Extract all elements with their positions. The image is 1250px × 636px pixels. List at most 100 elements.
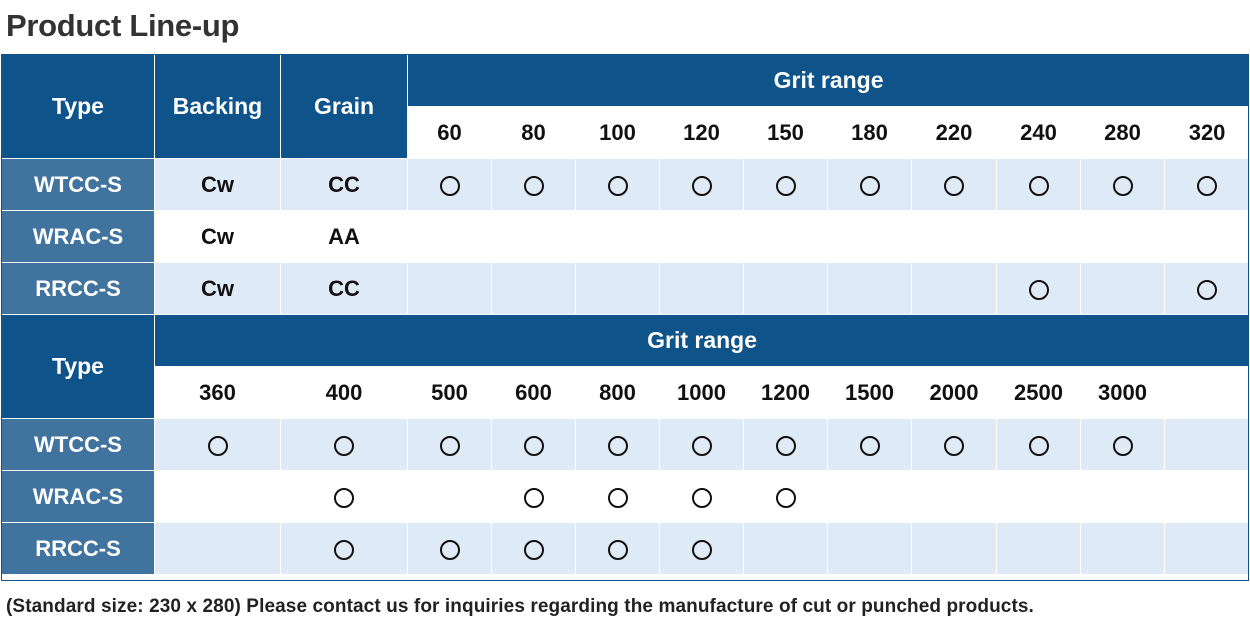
availability-cell [911, 158, 997, 211]
type-cell: RRCC-S [1, 522, 155, 575]
grit-label: 320 [1163, 106, 1250, 159]
availability-cell [280, 418, 408, 471]
header-grit-range: Grit range [153, 314, 1250, 367]
grit-label: 360 [154, 366, 281, 419]
availability-cell [827, 418, 912, 471]
grit-label: 600 [491, 366, 576, 419]
availability-cell [911, 262, 997, 315]
availability-cell [996, 158, 1081, 211]
availability-cell [743, 210, 828, 263]
availability-cell [1163, 262, 1250, 315]
availability-cell [911, 470, 997, 523]
available-circle-icon [859, 435, 880, 456]
availability-cell [996, 470, 1081, 523]
availability-cell [1080, 210, 1165, 263]
availability-cell [154, 522, 281, 575]
availability-cell [911, 418, 997, 471]
type-cell: WTCC-S [1, 418, 155, 471]
header-type: Type [1, 54, 155, 159]
availability-cell [575, 158, 660, 211]
backing-cell: Cw [154, 158, 281, 211]
available-circle-icon [334, 487, 354, 508]
available-circle-icon [607, 435, 628, 456]
type-cell: WTCC-S [1, 158, 155, 211]
empty-cell [1163, 470, 1250, 523]
availability-cell [575, 262, 660, 315]
available-circle-icon [1028, 279, 1049, 300]
available-circle-icon [1112, 435, 1133, 456]
table-row: WRAC-S [1, 470, 1250, 523]
availability-cell [996, 262, 1081, 315]
availability-cell [659, 158, 744, 211]
grit-row: 360 400 500 600 800 1000 1200 1500 2000 2500 3000 [2, 366, 1250, 419]
grain-cell: CC [280, 262, 408, 315]
availability-cell [827, 158, 912, 211]
availability-cell [827, 210, 912, 263]
availability-cell [743, 262, 828, 315]
availability-cell [743, 470, 828, 523]
grit-label: 120 [659, 106, 744, 159]
grit-label: 800 [575, 366, 660, 419]
availability-cell [407, 522, 492, 575]
availability-cell [280, 522, 408, 575]
availability-cell [743, 522, 828, 575]
availability-cell [659, 210, 744, 263]
availability-cell [659, 262, 744, 315]
header-grain: Grain [280, 54, 408, 159]
available-circle-icon [691, 487, 712, 508]
grit-label: 1500 [827, 366, 912, 419]
availability-cell [911, 522, 997, 575]
footnote: (Standard size: 230 x 280) Please contac… [6, 596, 1034, 617]
table-row: WRAC-S Cw AA [1, 210, 1250, 263]
table-row: WTCC-S Cw CC [1, 158, 1250, 211]
availability-cell [1080, 522, 1165, 575]
available-circle-icon [691, 175, 712, 196]
grit-label: 400 [280, 366, 408, 419]
availability-cell [659, 470, 744, 523]
available-circle-icon [691, 435, 712, 456]
table-row: RRCC-S [1, 522, 1250, 575]
availability-cell [827, 470, 912, 523]
availability-cell [743, 158, 828, 211]
grit-label: 100 [575, 106, 660, 159]
available-circle-icon [1197, 279, 1218, 300]
available-circle-icon [607, 539, 628, 560]
available-circle-icon [607, 175, 628, 196]
grain-cell: CC [280, 158, 408, 211]
available-circle-icon [1112, 175, 1133, 196]
availability-cell [911, 210, 997, 263]
available-circle-icon [607, 487, 628, 508]
empty-cell [1163, 418, 1250, 471]
empty-cell [1163, 366, 1250, 419]
availability-cell [996, 210, 1081, 263]
availability-cell [659, 522, 744, 575]
availability-cell [407, 210, 492, 263]
available-circle-icon [775, 435, 796, 456]
grit-label: 80 [491, 106, 576, 159]
grit-label: 150 [743, 106, 828, 159]
availability-cell [1080, 470, 1165, 523]
available-circle-icon [439, 539, 460, 560]
header-grit-range: Grit range [406, 54, 1250, 107]
available-circle-icon [334, 435, 354, 456]
availability-cell [491, 262, 576, 315]
grit-label: 280 [1080, 106, 1165, 159]
grit-label: 1200 [743, 366, 828, 419]
availability-cell [1080, 262, 1165, 315]
availability-cell [407, 262, 492, 315]
empty-cell [1163, 522, 1250, 575]
grit-label: 2500 [996, 366, 1081, 419]
availability-cell [154, 418, 281, 471]
availability-cell [1080, 158, 1165, 211]
available-circle-icon [775, 487, 796, 508]
availability-cell [407, 158, 492, 211]
header-backing: Backing [154, 54, 281, 159]
available-circle-icon [775, 175, 796, 196]
availability-cell [827, 262, 912, 315]
availability-cell [1080, 418, 1165, 471]
type-cell: WRAC-S [1, 210, 155, 263]
available-circle-icon [944, 175, 964, 196]
header-row: Type Backing Grain Grit range [1, 54, 1250, 159]
header-row: Type Grit range [1, 314, 1250, 419]
available-circle-icon [1028, 435, 1049, 456]
